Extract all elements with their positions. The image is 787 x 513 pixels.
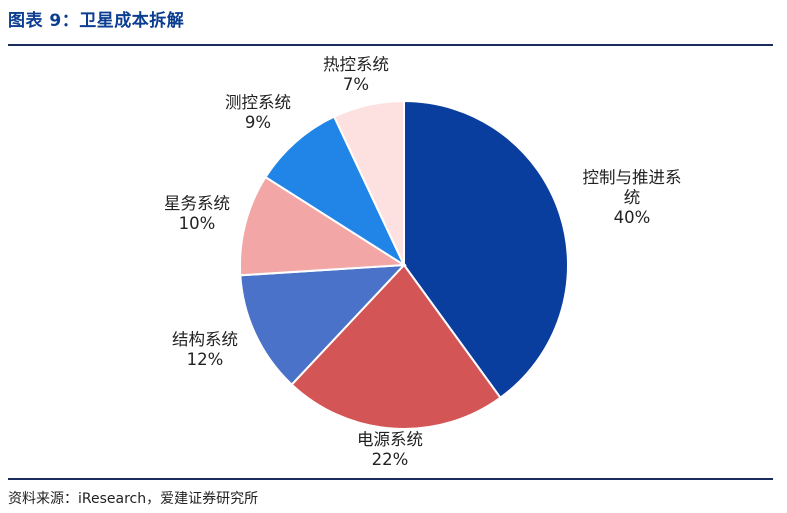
- slice-label-value: 9%: [244, 113, 272, 132]
- pie-slice-6: [332, 99, 405, 266]
- slice-label-6: 热控系统 7%: [323, 55, 389, 95]
- slice-label-value: 12%: [186, 350, 224, 369]
- bottom-divider: [8, 478, 773, 480]
- pie-slice-1: [403, 99, 569, 400]
- slice-label-name: 热控系统: [323, 55, 389, 74]
- chart-title: 图表 9：卫星成本拆解: [8, 11, 185, 31]
- slice-label-2: 电源系统 22%: [357, 430, 423, 470]
- slice-label-value: 10%: [178, 214, 216, 233]
- slice-label-name: 电源系统: [357, 430, 423, 449]
- top-divider: [8, 44, 773, 46]
- slice-label-3: 结构系统 12%: [172, 330, 238, 370]
- slice-label-name: 测控系统: [225, 93, 291, 112]
- pie-slice-2: [290, 263, 502, 431]
- pie-slice-4: [238, 175, 408, 277]
- pie-slice-3: [239, 263, 407, 386]
- slice-label-5: 测控系统 9%: [225, 93, 291, 133]
- pie-slice-5: [264, 115, 407, 268]
- slice-label-name: 结构系统: [172, 330, 238, 349]
- slice-label-value: 22%: [371, 450, 409, 469]
- slice-label-name: 星务系统: [164, 194, 230, 213]
- pie-chart: [238, 99, 569, 431]
- slice-label-name: 统: [623, 188, 641, 207]
- slice-label-name: 控制与推进系: [582, 168, 682, 187]
- slice-label-1: 控制与推进系统 40%: [583, 168, 682, 228]
- slice-label-value: 40%: [613, 208, 651, 227]
- slice-label-value: 7%: [342, 75, 370, 94]
- source-note: 资料来源：iResearch，爱建证券研究所: [8, 491, 259, 507]
- slice-label-4: 星务系统 10%: [164, 194, 230, 234]
